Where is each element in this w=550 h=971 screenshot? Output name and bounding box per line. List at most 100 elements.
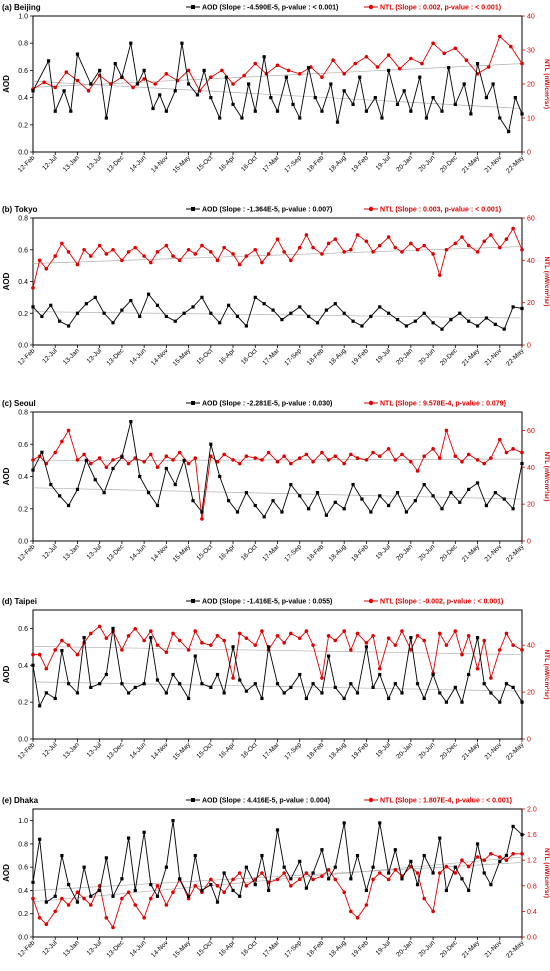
aod-point [178,682,182,686]
aod-point [498,700,502,704]
ntl-point [353,61,358,66]
ntl-point [82,896,86,901]
aod-point [200,888,204,893]
xtick-label: 18-Feb [306,741,326,761]
legend-aod-marker [191,798,195,802]
xtick-label: 13-Jul [86,347,104,365]
ntl-point [260,871,264,875]
xtick-label: 22-May [505,347,526,368]
ntl-point [422,454,427,459]
xtick-label: 20-Jun [418,939,437,958]
aod-point [424,116,429,120]
aod-point [186,894,191,898]
ntl-point [31,458,35,462]
aod-point [342,507,346,511]
ntl-point [31,896,35,901]
aod-point [84,458,88,462]
ytick-left-label: 0.8 [18,841,28,848]
aod-point [378,672,382,677]
ntl-point [364,458,369,462]
aod-point [469,112,473,116]
aod-point [475,324,480,328]
aod-point [209,311,213,315]
ntl-point [349,452,353,457]
ntl-point [400,250,404,254]
aod-point [44,691,48,695]
aod-point [431,672,435,677]
aod-point [387,68,391,72]
ntl-point [53,85,58,90]
ntl-point [497,855,502,859]
aod-point [89,685,93,689]
aod-point [493,322,497,326]
ntl-point [75,78,80,83]
aod-trend-line [32,80,523,109]
xtick-label: 14-Jun [129,154,148,173]
ntl-point [209,75,213,79]
ntl-point [331,58,335,62]
xtick-label: 14-Jun [129,939,148,958]
aod-point [40,450,44,454]
aod-point [467,888,471,893]
aod-point [244,689,248,693]
ntl-point [111,458,115,462]
aod-point [53,109,57,113]
aod-point [289,482,293,487]
ntl-point [409,459,413,464]
ytick-left-label: 0.6 [18,68,28,75]
aod-point [133,685,137,689]
ntl-point [260,458,264,462]
aod-point [364,109,369,113]
aod-point [438,836,442,840]
ntl-point [409,648,413,652]
aod-point [298,494,302,498]
xtick-label: 19-Feb [350,543,370,563]
ytick-right-label: 2.0 [527,807,537,814]
aod-series-line [32,820,523,904]
aod-point [133,888,137,893]
ntl-point [155,250,160,254]
ntl-point [466,864,471,869]
aod-point [224,75,228,79]
ntl-point [215,459,220,464]
aod-point [313,96,317,100]
ntl-point [320,874,324,878]
aod-point [413,319,417,323]
ntl-point [44,922,49,926]
aod-point [422,482,426,487]
xtick-label: 16-Oct [240,543,259,562]
aod-point [491,82,495,86]
panel-title: (a) Beijing [2,3,41,12]
aod-point [111,894,115,898]
ntl-point [142,638,146,643]
xtick-label: 19-Jul [375,347,393,365]
aod-point [395,102,400,106]
ntl-point [364,641,369,645]
ntl-point [342,629,346,633]
ytick-left-label: 0.4 [18,663,28,670]
aod-point [195,93,200,97]
aod-point [75,900,80,904]
ntl-point [320,75,324,79]
aod-point [431,96,435,100]
aod-point [200,682,204,686]
legend-aod-label: AOD (Slope : -1.416E-5, p-value : 0.055) [202,599,332,606]
aod-point [75,52,80,56]
ntl-point [44,666,49,671]
aod-point [66,503,71,508]
xtick-label: 13-Jan [62,347,81,366]
ytick-left-label: 0.6 [18,626,28,633]
xtick-label: 14-Nov [150,154,170,174]
ntl-point [349,648,353,652]
aod-point [171,672,175,677]
aod-series-line [32,421,523,518]
xtick-label: 15-May [172,939,193,960]
xtick-label: 15-Oct [195,741,214,760]
aod-point [267,645,271,649]
ntl-point [60,896,64,901]
legend-ntl-marker [368,400,374,406]
xtick-label: 19-Feb [350,154,370,174]
aod-point [44,900,48,904]
xtick-label: 20-Jan [395,939,414,958]
ntl-point [333,454,338,459]
